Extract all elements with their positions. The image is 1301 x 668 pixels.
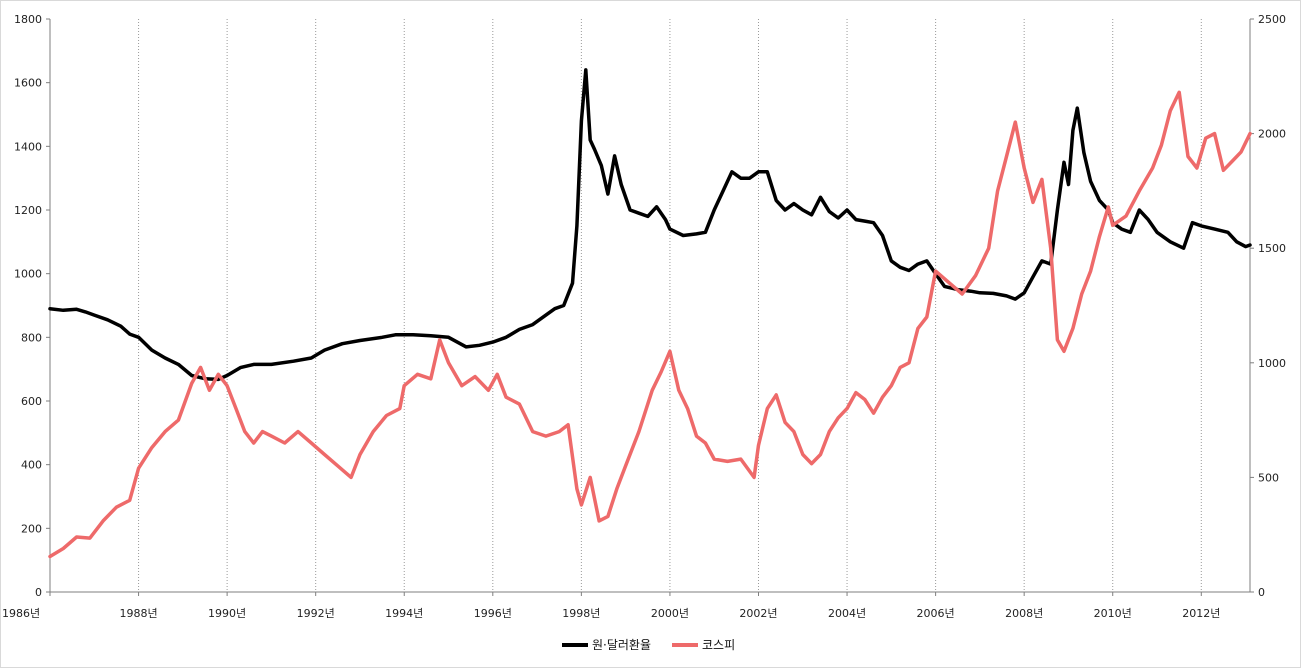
left-tick-label-600: 600: [21, 395, 42, 408]
x-tick-label-1998: 1998년: [562, 607, 600, 620]
tick-labels: 0 200 400 600 800 1000 1200 1400 1600 1800 0 500 100…: [2, 13, 1286, 620]
x-tick-label-2012: 2012년: [1182, 607, 1220, 620]
x-tick-label-1996: 1996년: [474, 607, 512, 620]
left-tick-label-1000: 1000: [14, 268, 42, 281]
left-tick-label-1400: 1400: [14, 140, 42, 153]
right-tick-label-2000: 2000: [1258, 128, 1286, 141]
x-tick-label-1988: 1988년: [119, 607, 157, 620]
left-tick-label-200: 200: [21, 522, 42, 535]
x-tick-label-2010: 2010년: [1094, 607, 1132, 620]
left-tick-label-1600: 1600: [14, 77, 42, 90]
right-tick-label-0: 0: [1258, 586, 1265, 599]
left-tick-label-1800: 1800: [14, 13, 42, 26]
x-tick-label-1994: 1994년: [385, 607, 423, 620]
x-tick-label-2008: 2008년: [1005, 607, 1043, 620]
legend-label-1: 원·달러환율: [592, 638, 651, 652]
x-tick-label-2002: 2002년: [739, 607, 777, 620]
axes: [46, 18, 1254, 596]
right-tick-label-1500: 1500: [1258, 242, 1286, 255]
left-tick-label-800: 800: [21, 331, 42, 344]
right-tick-label-2500: 2500: [1258, 13, 1286, 26]
legend-label-2: 코스피: [702, 638, 735, 652]
left-tick-label-1200: 1200: [14, 204, 42, 217]
right-tick-label-500: 500: [1258, 471, 1279, 484]
x-tick-label-2000: 2000년: [651, 607, 689, 620]
left-tick-label-400: 400: [21, 459, 42, 472]
x-tick-label-1990: 1990년: [208, 607, 246, 620]
x-tick-label-1986: 1986년: [2, 607, 40, 620]
left-tick-label-0: 0: [35, 586, 42, 599]
series-lines: [48, 68, 1252, 559]
legend: 원·달러환율 코스피: [562, 638, 735, 652]
right-tick-label-1000: 1000: [1258, 357, 1286, 370]
vertical-gridlines: [138, 19, 1202, 592]
series-line-1: [48, 68, 1252, 382]
x-tick-label-2004: 2004년: [828, 607, 866, 620]
x-tick-label-2006: 2006년: [917, 607, 955, 620]
series-line-2: [48, 90, 1252, 559]
x-tick-label-1992: 1992년: [297, 607, 335, 620]
